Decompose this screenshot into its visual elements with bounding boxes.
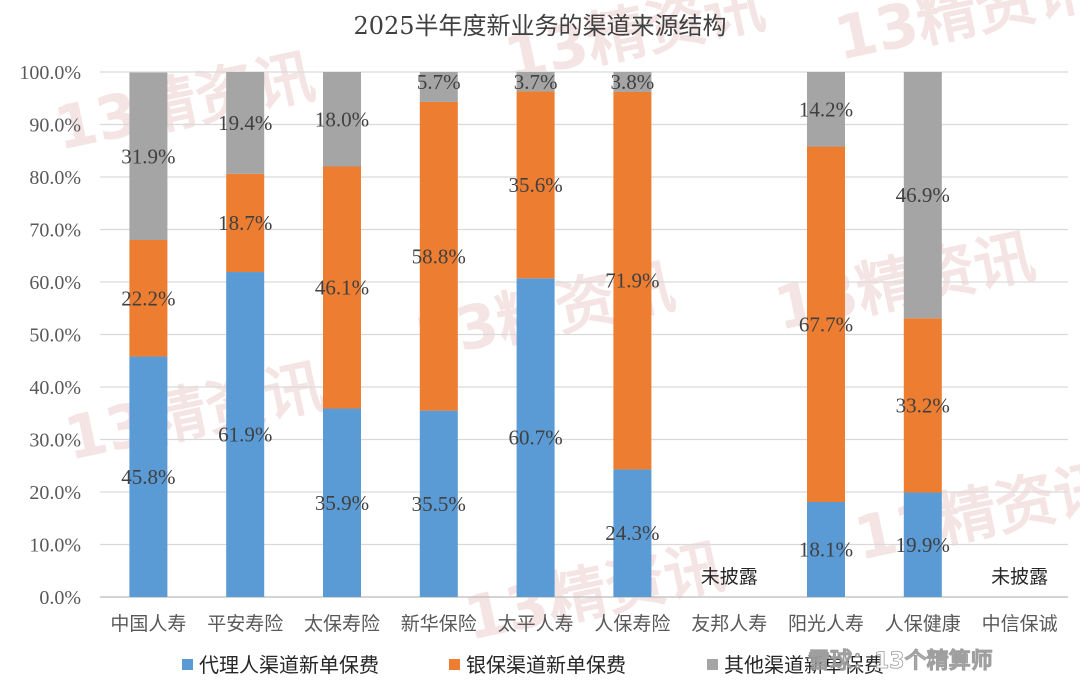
watermark-text: 13精资讯 xyxy=(849,451,1080,574)
y-tick-label: 50.0% xyxy=(29,325,81,347)
data-label: 67.7% xyxy=(799,312,853,336)
bar-segment xyxy=(516,91,555,279)
data-label: 46.9% xyxy=(896,183,950,207)
not-disclosed-label: 未披露 xyxy=(991,566,1048,588)
x-category-label: 友邦人寿 xyxy=(691,613,767,635)
x-category-label: 中国人寿 xyxy=(110,613,186,635)
y-tick-label: 80.0% xyxy=(29,167,81,189)
data-label: 24.3% xyxy=(605,521,659,545)
data-label: 18.7% xyxy=(218,211,272,235)
data-label: 61.9% xyxy=(218,423,272,447)
bars xyxy=(129,72,942,597)
x-category-label: 中信保诚 xyxy=(982,613,1058,635)
legend-label: 代理人渠道新单保费 xyxy=(199,653,379,677)
y-tick-label: 30.0% xyxy=(29,430,81,452)
bar-segment xyxy=(129,356,168,597)
watermark-text: 13精资讯 xyxy=(459,531,731,654)
bar-segment xyxy=(419,410,458,597)
data-label: 35.9% xyxy=(315,491,369,515)
data-label: 35.5% xyxy=(412,492,466,516)
bar-segment xyxy=(903,318,942,493)
legend-swatch xyxy=(707,659,718,670)
y-tick-label: 90.0% xyxy=(29,115,81,137)
data-label: 19.4% xyxy=(218,111,272,135)
bar-segment xyxy=(807,501,845,597)
bar-segment xyxy=(129,72,168,241)
data-label: 22.2% xyxy=(121,286,175,310)
data-label: 71.9% xyxy=(605,269,659,293)
y-tick-label: 0.0% xyxy=(39,587,81,609)
data-label: 18.0% xyxy=(315,107,369,131)
x-category-label: 新华保险 xyxy=(401,613,477,635)
data-label: 35.6% xyxy=(508,173,562,197)
data-labels: 45.8% 22.2% 31.9% 61.9% 18.7% 19.4% 35.9% 46.1%… xyxy=(121,70,1048,588)
bar-segment xyxy=(613,72,652,92)
data-label: 31.9% xyxy=(121,144,175,168)
bar-segment xyxy=(613,91,652,470)
data-label: 46.1% xyxy=(315,276,369,300)
watermark-text: 13精资讯 xyxy=(49,41,321,164)
data-label: 5.7% xyxy=(417,70,461,94)
bar-segment xyxy=(323,408,361,597)
bar-segment xyxy=(323,72,361,167)
bar-segment xyxy=(516,72,555,92)
chart-title: 2025半年度新业务的渠道来源结构 xyxy=(353,12,726,40)
bar-segment xyxy=(226,72,265,174)
bar-segment xyxy=(419,72,458,102)
y-tick-label: 20.0% xyxy=(29,482,81,504)
y-tick-label: 100.0% xyxy=(19,62,81,84)
data-label: 45.8% xyxy=(121,465,175,489)
data-label: 58.8% xyxy=(412,244,466,268)
y-tick-label: 70.0% xyxy=(29,220,81,242)
bar-segment xyxy=(903,72,942,319)
data-label: 60.7% xyxy=(508,426,562,450)
bar-segment xyxy=(323,166,361,409)
bar-segment xyxy=(807,146,845,502)
brand-watermark: 雪球：13个精算师 xyxy=(808,648,993,674)
legend-label: 其他渠道新单保费 xyxy=(724,653,884,677)
bar-segment xyxy=(903,492,942,597)
x-category-label: 人保寿险 xyxy=(594,613,670,635)
not-disclosed-label: 未披露 xyxy=(701,566,758,588)
data-label: 3.7% xyxy=(514,70,558,94)
legend: 代理人渠道新单保费 银保渠道新单保费 其他渠道新单保费 xyxy=(182,653,884,677)
watermark-text: 13精资讯 xyxy=(829,0,1080,75)
y-axis: 0.0% 10.0% 20.0% 30.0% 40.0% 50.0% 60.0% 70.0% 8… xyxy=(19,62,81,609)
legend-swatch xyxy=(449,659,460,670)
bar-segment xyxy=(419,101,458,411)
data-label: 18.1% xyxy=(799,537,853,561)
watermark-text: 13精资讯 xyxy=(59,351,331,474)
bar-segment xyxy=(516,278,555,597)
y-tick-label: 60.0% xyxy=(29,272,81,294)
data-label: 3.8% xyxy=(611,70,655,94)
y-tick-label: 40.0% xyxy=(29,377,81,399)
bar-segment xyxy=(226,272,265,597)
data-label: 19.9% xyxy=(896,533,950,557)
x-category-label: 太保寿险 xyxy=(304,613,380,635)
x-category-label: 太平人寿 xyxy=(498,613,574,635)
bar-segment xyxy=(226,173,265,273)
data-label: 33.2% xyxy=(896,393,950,417)
bar-segment xyxy=(613,469,652,597)
bar-segment xyxy=(807,72,845,147)
data-label: 14.2% xyxy=(799,97,853,121)
x-category-label: 阳光人寿 xyxy=(788,613,864,635)
legend-label: 银保渠道新单保费 xyxy=(466,653,626,677)
bar-segment xyxy=(129,240,168,357)
x-axis: 中国人寿 平安寿险 太保寿险 新华保险 太平人寿 人保寿险 友邦人寿 阳光人寿 人保健康 中信保诚 xyxy=(110,613,1057,635)
x-category-label: 平安寿险 xyxy=(207,613,283,635)
y-tick-label: 10.0% xyxy=(29,535,81,557)
x-category-label: 人保健康 xyxy=(885,613,961,635)
legend-swatch xyxy=(182,659,193,670)
